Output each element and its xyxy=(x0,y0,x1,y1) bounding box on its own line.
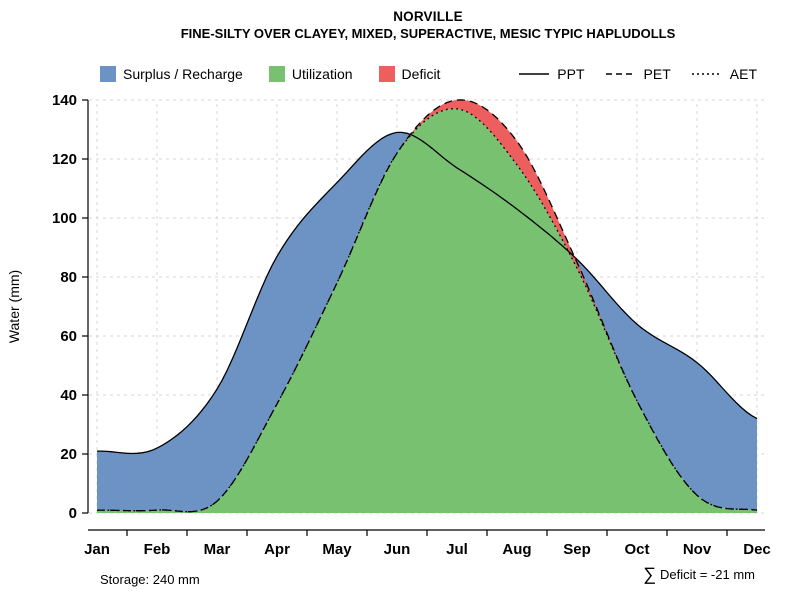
legend-item-utilization: Utilization xyxy=(268,66,353,82)
x-tick-label: Sep xyxy=(563,541,591,558)
x-tick-label: Jun xyxy=(384,541,411,558)
y-tick-label: 120 xyxy=(52,151,77,168)
legend-item-pet: PET xyxy=(605,66,671,82)
surplus-swatch xyxy=(100,66,116,82)
x-tick-label: Jul xyxy=(446,541,468,558)
area-surplus-recharge xyxy=(97,132,757,512)
y-tick-label: 20 xyxy=(60,446,77,463)
legend-item-aet: AET xyxy=(691,66,757,82)
y-tick-label: 0 xyxy=(69,505,77,522)
x-tick-label: May xyxy=(322,541,352,558)
ppt-line-sample-icon xyxy=(519,73,550,75)
chart-subtitle: FINE-SILTY OVER CLAYEY, MIXED, SUPERACTI… xyxy=(180,26,676,41)
y-axis-title: Water (mm) xyxy=(6,270,22,343)
x-tick-label: Feb xyxy=(144,541,171,558)
legend-item-deficit: Deficit xyxy=(378,66,441,82)
pet-line-sample-icon xyxy=(605,73,636,75)
deficit-sum-label: ∑ Deficit = -21 mm xyxy=(643,565,755,583)
ppt-line xyxy=(97,131,758,455)
storage-label: Storage: 240 mm xyxy=(100,572,200,587)
legend-label-pet: PET xyxy=(643,66,671,82)
aet-line xyxy=(97,108,758,513)
sigma-icon: ∑ xyxy=(643,564,656,584)
x-tick-label: Oct xyxy=(624,541,649,558)
legend-line-group: PPT PET AET xyxy=(518,66,757,82)
legend-label-ppt: PPT xyxy=(557,66,585,82)
x-tick-label: Aug xyxy=(502,541,531,558)
deficit-sum-text: Deficit = -21 mm xyxy=(660,566,755,582)
utilization-swatch xyxy=(268,66,285,82)
aet-line-sample-icon xyxy=(691,73,722,75)
legend: Surplus / Recharge Utilization Deficit P… xyxy=(100,66,757,82)
x-tick-label: Nov xyxy=(683,541,712,558)
y-tick-label: 60 xyxy=(60,328,77,345)
x-tick-label: Apr xyxy=(264,541,290,558)
x-tick-label: Dec xyxy=(743,541,771,558)
legend-label-surplus: Surplus / Recharge xyxy=(123,66,243,82)
legend-item-surplus: Surplus / Recharge xyxy=(100,66,243,82)
deficit-swatch xyxy=(378,66,395,82)
legend-area-group: Surplus / Recharge Utilization Deficit xyxy=(100,66,440,82)
y-tick-label: 40 xyxy=(60,387,77,404)
y-tick-label: 80 xyxy=(60,269,77,286)
chart-title: NORVILLE xyxy=(393,9,463,24)
y-tick-label: 140 xyxy=(52,92,77,109)
legend-item-ppt: PPT xyxy=(518,66,585,82)
legend-label-aet: AET xyxy=(729,66,757,82)
legend-label-utilization: Utilization xyxy=(291,66,353,82)
x-tick-label: Mar xyxy=(204,541,231,558)
x-tick-label: Jan xyxy=(84,541,110,558)
area-utilization xyxy=(97,108,757,514)
y-tick-label: 100 xyxy=(52,210,77,227)
legend-label-deficit: Deficit xyxy=(401,66,441,82)
